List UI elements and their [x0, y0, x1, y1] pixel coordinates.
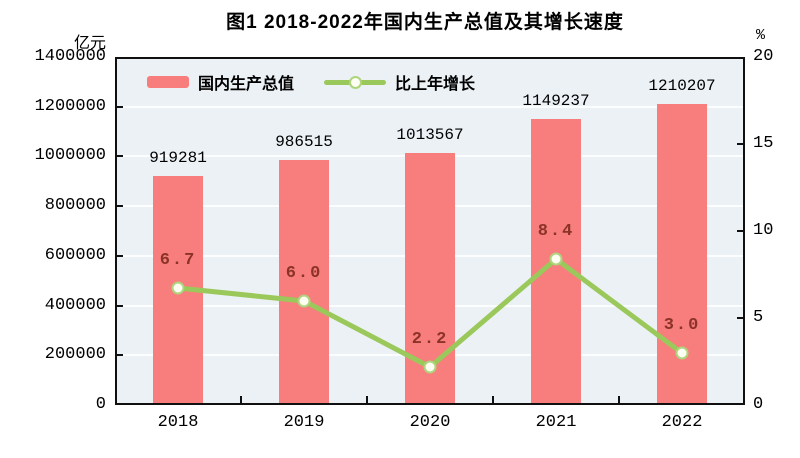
legend-item-gdp: 国内生产总值 — [147, 70, 294, 94]
x-axis-label-2020: 2020 — [409, 413, 451, 432]
right-axis-tick — [737, 317, 745, 319]
left-axis-tick — [115, 155, 123, 157]
x-axis-label-2019: 2019 — [283, 413, 325, 432]
chart-title: 图1 2018-2022年国内生产总值及其增长速度 — [226, 12, 624, 33]
legend-label-growth: 比上年增长 — [395, 76, 476, 93]
gdp-bar-2019 — [279, 160, 329, 405]
left-axis-tick — [115, 354, 123, 356]
x-axis-label-2022: 2022 — [661, 413, 703, 432]
legend-label-gdp: 国内生产总值 — [198, 76, 295, 93]
left-axis-tick — [115, 205, 123, 207]
right-axis-tick-label: 5 — [753, 308, 764, 327]
axis-tick-layer — [115, 57, 745, 405]
x-axis-tick — [240, 396, 242, 405]
growth-marker-2022 — [675, 346, 689, 360]
left-axis-unit: 亿元 — [73, 35, 106, 52]
left-axis-tick — [115, 305, 123, 307]
left-axis-tick-label: 0 — [95, 395, 106, 414]
growth-line-svg — [171, 252, 689, 374]
left-axis-tick-label: 400000 — [44, 296, 106, 315]
line-series-marker-icon — [324, 75, 387, 89]
grid-line — [115, 106, 745, 108]
legend: 国内生产总值 比上年增长 — [147, 70, 475, 94]
x-axis-tick — [492, 396, 494, 405]
left-axis-tick — [115, 106, 123, 108]
left-axis-tick-label: 1200000 — [34, 97, 106, 116]
growth-marker-2021 — [549, 252, 563, 266]
left-axis-tick-label: 800000 — [44, 196, 106, 215]
x-axis-label-2018: 2018 — [157, 413, 199, 432]
growth-marker-2020 — [423, 360, 437, 374]
left-axis-tick-label: 1000000 — [34, 146, 106, 165]
growth-line — [175, 256, 685, 370]
growth-marker-2019 — [297, 294, 311, 308]
right-axis-tick — [737, 143, 745, 145]
right-axis-tick — [737, 230, 745, 232]
right-axis-tick-label: 10 — [753, 221, 774, 240]
legend-line-dot — [349, 75, 363, 89]
right-axis-tick-label: 0 — [753, 395, 764, 414]
left-axis-tick-label: 600000 — [44, 246, 106, 265]
plot-area: 919281 986515 1013567 1149237 1210207 6.… — [115, 57, 745, 405]
growth-marker-2018 — [171, 281, 185, 295]
right-axis-unit: % — [756, 27, 766, 44]
x-axis-label-2021: 2021 — [535, 413, 577, 432]
x-axis-tick — [366, 396, 368, 405]
left-axis-tick-label: 200000 — [44, 345, 106, 364]
left-axis-tick — [115, 255, 123, 257]
left-axis-tick-label: 1400000 — [34, 47, 106, 66]
bar-series-swatch-icon — [147, 76, 189, 88]
x-axis-tick — [618, 396, 620, 405]
right-axis-tick-label: 15 — [753, 134, 774, 153]
legend-item-growth: 比上年增长 — [324, 70, 475, 94]
right-axis-tick-label: 20 — [753, 47, 774, 66]
